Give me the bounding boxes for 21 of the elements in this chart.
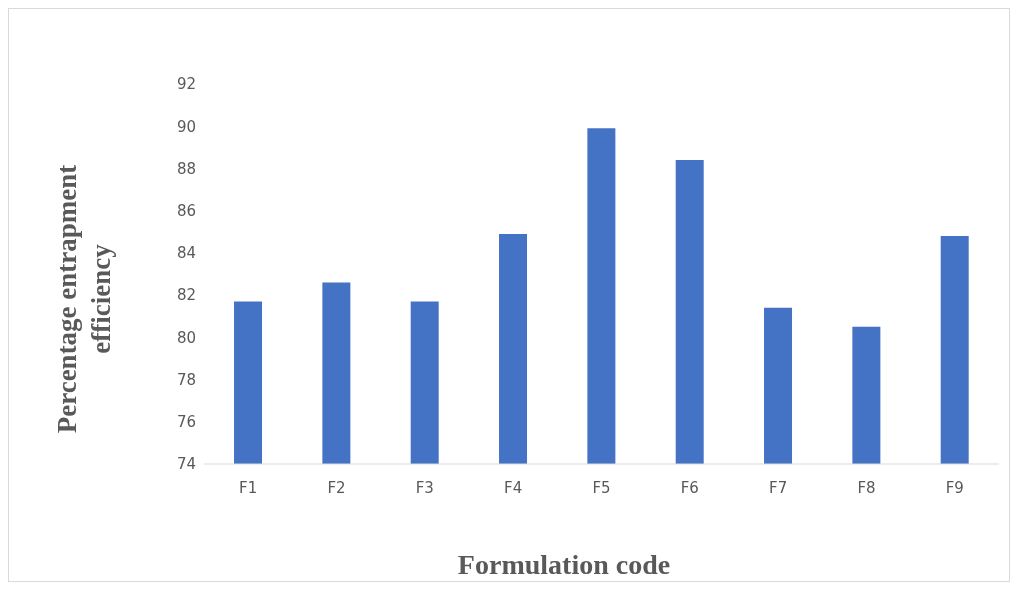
y-tick-label: 80 bbox=[176, 328, 196, 347]
x-tick-label: F6 bbox=[680, 478, 699, 497]
x-tick-label: F1 bbox=[239, 478, 258, 497]
y-tick-label: 78 bbox=[176, 370, 196, 389]
x-tick-label: F8 bbox=[857, 478, 876, 497]
y-axis-title: Percentage entrapment efficiency bbox=[51, 163, 117, 436]
y-tick-label: 86 bbox=[176, 201, 196, 220]
x-tick-label: F2 bbox=[327, 478, 346, 497]
x-tick-label: F3 bbox=[415, 478, 434, 497]
y-tick-label: 82 bbox=[176, 286, 196, 305]
x-tick-label: F9 bbox=[945, 478, 964, 497]
y-tick-label: 88 bbox=[176, 159, 196, 178]
y-tick-label: 84 bbox=[176, 244, 196, 263]
x-tick-label: F5 bbox=[592, 478, 611, 497]
y-tick-label: 92 bbox=[176, 75, 196, 94]
x-tick-label: F4 bbox=[504, 478, 523, 497]
y-tick-label: 74 bbox=[176, 455, 196, 474]
y-tick-label: 90 bbox=[176, 117, 196, 136]
x-tick-label: F7 bbox=[769, 478, 788, 497]
y-tick-label: 76 bbox=[176, 413, 196, 432]
x-axis-title: Formulation code bbox=[456, 549, 672, 581]
